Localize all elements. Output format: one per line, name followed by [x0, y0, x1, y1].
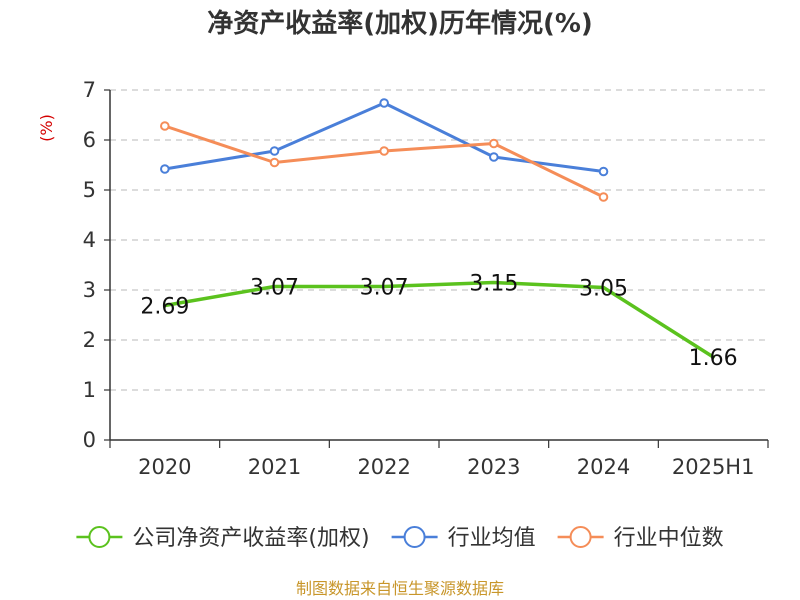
data-label: 3.15 [469, 272, 518, 297]
series-point-2 [160, 121, 170, 131]
series-point-2 [489, 138, 499, 149]
y-tick-label: 3 [83, 278, 96, 302]
grid-lines [110, 89, 768, 391]
x-tick-label: 2024 [577, 455, 630, 479]
series-lines [160, 98, 715, 359]
legend-marker-1 [403, 526, 426, 548]
x-tick-label: 2020 [138, 455, 191, 479]
series-point-2 [598, 192, 609, 202]
series-point-1 [598, 166, 609, 177]
y-tick-label: 2 [83, 328, 96, 352]
series-line-0 [163, 280, 715, 359]
x-tick-label: 2022 [357, 455, 410, 479]
series-point-1 [269, 146, 280, 156]
x-tick-label: 2023 [467, 455, 520, 479]
y-axis-label: (%) [37, 114, 56, 142]
source-note: 制图数据来自恒生聚源数据库 [296, 579, 504, 598]
series-point-1 [379, 98, 389, 108]
series-point-2 [269, 157, 280, 168]
x-tick-label: 2021 [248, 455, 301, 479]
chart-title: 净资产收益率(加权)历年情况(%) [207, 8, 593, 39]
data-labels: 2.69 3.07 3.07 3.15 3.05 1.66 [140, 272, 737, 372]
data-label: 3.07 [360, 276, 409, 301]
series-line-1 [163, 101, 605, 173]
y-tick-label: 5 [83, 178, 96, 202]
data-label: 3.07 [250, 276, 299, 301]
legend-marker-0 [88, 526, 111, 548]
data-label: 3.05 [579, 277, 628, 302]
legend-label-2: 行业中位数 [614, 526, 724, 551]
y-tick-label: 1 [83, 378, 96, 402]
legend-item-1[interactable]: 行业均值 [391, 526, 536, 551]
x-tick-label: 2025H1 [672, 455, 755, 479]
axes: 0 1 2 3 4 5 6 7 2020 2021 2022 2023 2024 2025H1 [83, 78, 769, 479]
legend-item-2[interactable]: 行业中位数 [557, 526, 724, 551]
legend-item-0[interactable]: 公司净资产收益率(加权) [76, 526, 370, 551]
data-label: 1.66 [689, 346, 738, 371]
y-tick-label: 7 [83, 78, 96, 102]
series-point-1 [489, 152, 499, 162]
data-label: 2.69 [140, 295, 189, 320]
legend-marker-2 [569, 526, 592, 548]
legend-label-1: 行业均值 [448, 526, 536, 551]
y-tick-label: 4 [83, 228, 96, 252]
legend[interactable]: 公司净资产收益率(加权) 行业均值 行业中位数 [76, 526, 724, 551]
legend-label-0: 公司净资产收益率(加权) [132, 526, 369, 551]
series-point-1 [160, 164, 170, 174]
y-tick-label: 6 [83, 128, 96, 152]
y-tick-label: 0 [83, 428, 96, 452]
series-point-2 [379, 146, 389, 156]
